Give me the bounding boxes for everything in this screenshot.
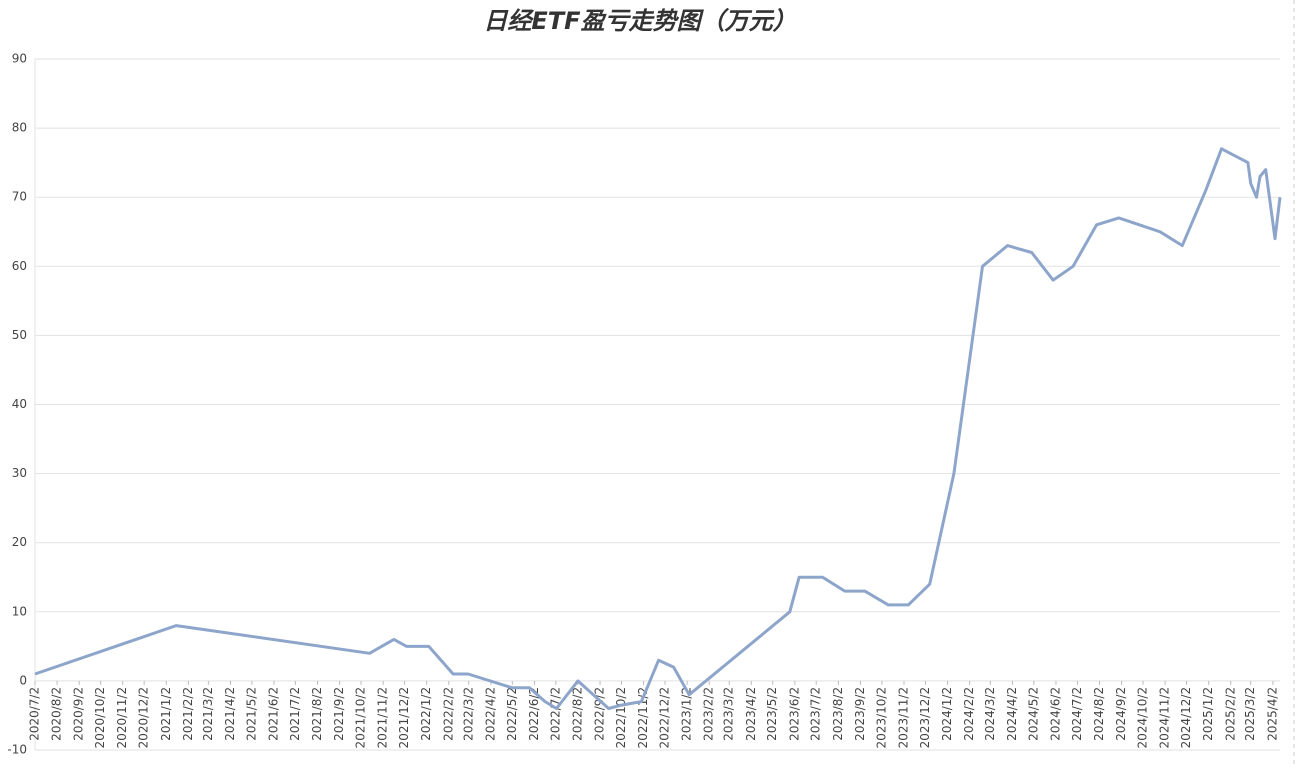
x-tick-label: 2021/7/2 bbox=[288, 687, 302, 741]
x-tick-label: 2022/4/2 bbox=[483, 687, 497, 741]
x-tick-label: 2024/12/2 bbox=[1179, 687, 1193, 749]
x-tick-label: 2021/6/2 bbox=[267, 687, 281, 741]
x-tick-label: 2022/9/2 bbox=[593, 687, 607, 741]
x-tick-label: 2023/7/2 bbox=[809, 687, 823, 741]
x-tick-label: 2022/5/2 bbox=[505, 687, 519, 741]
x-tick-label: 2022/10/2 bbox=[614, 687, 628, 749]
x-tick-label: 2020/7/2 bbox=[28, 687, 42, 741]
x-tick-label: 2021/5/2 bbox=[244, 687, 258, 741]
x-tick-label: 2021/12/2 bbox=[397, 687, 411, 749]
chart-title: 日经ETF盈亏走势图（万元） bbox=[483, 7, 796, 35]
x-tick-label: 2021/8/2 bbox=[310, 687, 324, 741]
x-tick-label: 2024/3/2 bbox=[983, 687, 997, 741]
x-tick-label: 2023/12/2 bbox=[918, 687, 932, 749]
x-tick-label: 2021/1/2 bbox=[159, 687, 173, 741]
y-tick-label: 20 bbox=[12, 535, 27, 549]
x-tick-label: 2024/4/2 bbox=[1005, 687, 1019, 741]
x-tick-label: 2025/3/2 bbox=[1243, 687, 1257, 741]
x-tick-label: 2024/6/2 bbox=[1048, 687, 1062, 741]
x-tick-label: 2024/8/2 bbox=[1092, 687, 1106, 741]
x-tick-label: 2024/2/2 bbox=[962, 687, 976, 741]
x-tick-label: 2021/9/2 bbox=[332, 687, 346, 741]
x-tick-label: 2024/5/2 bbox=[1026, 687, 1040, 741]
y-tick-label: 10 bbox=[12, 604, 27, 618]
x-tick-label: 2020/9/2 bbox=[72, 687, 86, 741]
x-tick-label: 2020/8/2 bbox=[50, 687, 64, 741]
x-tick-label: 2023/5/2 bbox=[765, 687, 779, 741]
data-line bbox=[34, 147, 1282, 710]
x-tick-label: 2024/9/2 bbox=[1114, 687, 1128, 741]
y-tick-label: 40 bbox=[12, 397, 27, 411]
x-tick-label: 2020/12/2 bbox=[137, 687, 151, 749]
y-tick-label: 80 bbox=[12, 121, 27, 135]
y-tick-label: 30 bbox=[12, 466, 27, 480]
x-tick-label: 2024/1/2 bbox=[940, 687, 954, 741]
x-tick-label: 2022/3/2 bbox=[461, 687, 475, 741]
x-tick-label: 2022/6/2 bbox=[527, 687, 541, 741]
x-tick-label: 2023/4/2 bbox=[744, 687, 758, 741]
y-tick-label: 90 bbox=[12, 52, 27, 66]
x-tick-label: 2025/2/2 bbox=[1223, 687, 1237, 741]
y-tick-label: -10 bbox=[7, 743, 27, 757]
y-tick-label: 0 bbox=[19, 673, 27, 687]
x-tick-label: 2023/2/2 bbox=[702, 687, 716, 741]
x-tick-label: 2023/11/2 bbox=[897, 687, 911, 749]
x-tick-label: 2022/12/2 bbox=[657, 687, 671, 749]
x-tick-label: 2022/2/2 bbox=[441, 687, 455, 741]
x-tick-label: 2025/1/2 bbox=[1201, 687, 1215, 741]
x-tick-label: 2024/11/2 bbox=[1158, 687, 1172, 749]
x-tick-label: 2023/6/2 bbox=[787, 687, 801, 741]
x-tick-label: 2021/10/2 bbox=[354, 687, 368, 749]
x-tick-label: 2024/10/2 bbox=[1136, 687, 1150, 749]
x-tick-label: 2022/8/2 bbox=[570, 687, 584, 741]
x-tick-label: 2020/10/2 bbox=[93, 687, 107, 749]
x-tick-label: 2024/7/2 bbox=[1070, 687, 1084, 741]
y-tick-label: 70 bbox=[12, 190, 27, 204]
x-tick-label: 2021/11/2 bbox=[376, 687, 390, 749]
x-tick-label: 2023/9/2 bbox=[853, 687, 867, 741]
x-tick-label: 2025/4/2 bbox=[1265, 687, 1279, 741]
x-tick-label: 2023/8/2 bbox=[831, 687, 845, 741]
x-tick-label: 2021/2/2 bbox=[181, 687, 195, 741]
y-tick-label: 60 bbox=[12, 259, 27, 273]
x-tick-label: 2022/1/2 bbox=[419, 687, 433, 741]
x-tick-label: 2023/10/2 bbox=[874, 687, 888, 749]
x-tick-label: 2020/11/2 bbox=[115, 687, 129, 749]
x-tick-label: 2023/1/2 bbox=[680, 687, 694, 741]
x-tick-label: 2021/4/2 bbox=[223, 687, 237, 741]
x-tick-label: 2023/3/2 bbox=[722, 687, 736, 741]
y-tick-label: 50 bbox=[12, 328, 27, 342]
x-tick-label: 2021/3/2 bbox=[201, 687, 215, 741]
x-tick-label: 2022/7/2 bbox=[548, 687, 562, 741]
